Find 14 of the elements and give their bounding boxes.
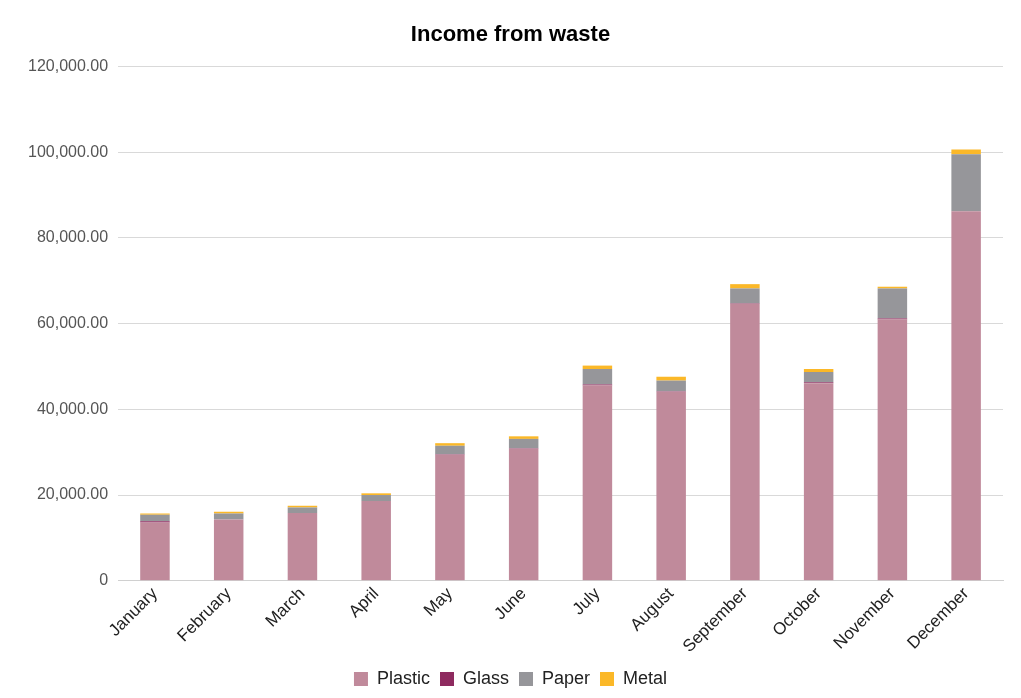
y-tick-label: 100,000.00: [28, 142, 109, 160]
legend-label: Glass: [462, 667, 509, 688]
y-tick-label: 60,000.00: [36, 313, 109, 331]
y-tick-label: 20,000.00: [36, 485, 109, 503]
x-tick-label: May: [419, 583, 457, 620]
x-tick-label: July: [568, 583, 604, 619]
y-tick-label: 40,000.00: [36, 399, 109, 417]
legend-label: Metal: [623, 667, 668, 688]
y-tick-label: 120,000.00: [28, 56, 109, 74]
y-tick-label: 80,000.00: [36, 228, 109, 246]
legend-label: Plastic: [376, 667, 430, 688]
chart-title: Income from waste: [410, 21, 611, 47]
legend-label: Paper: [541, 667, 591, 688]
y-tick-label: 0: [99, 571, 109, 589]
